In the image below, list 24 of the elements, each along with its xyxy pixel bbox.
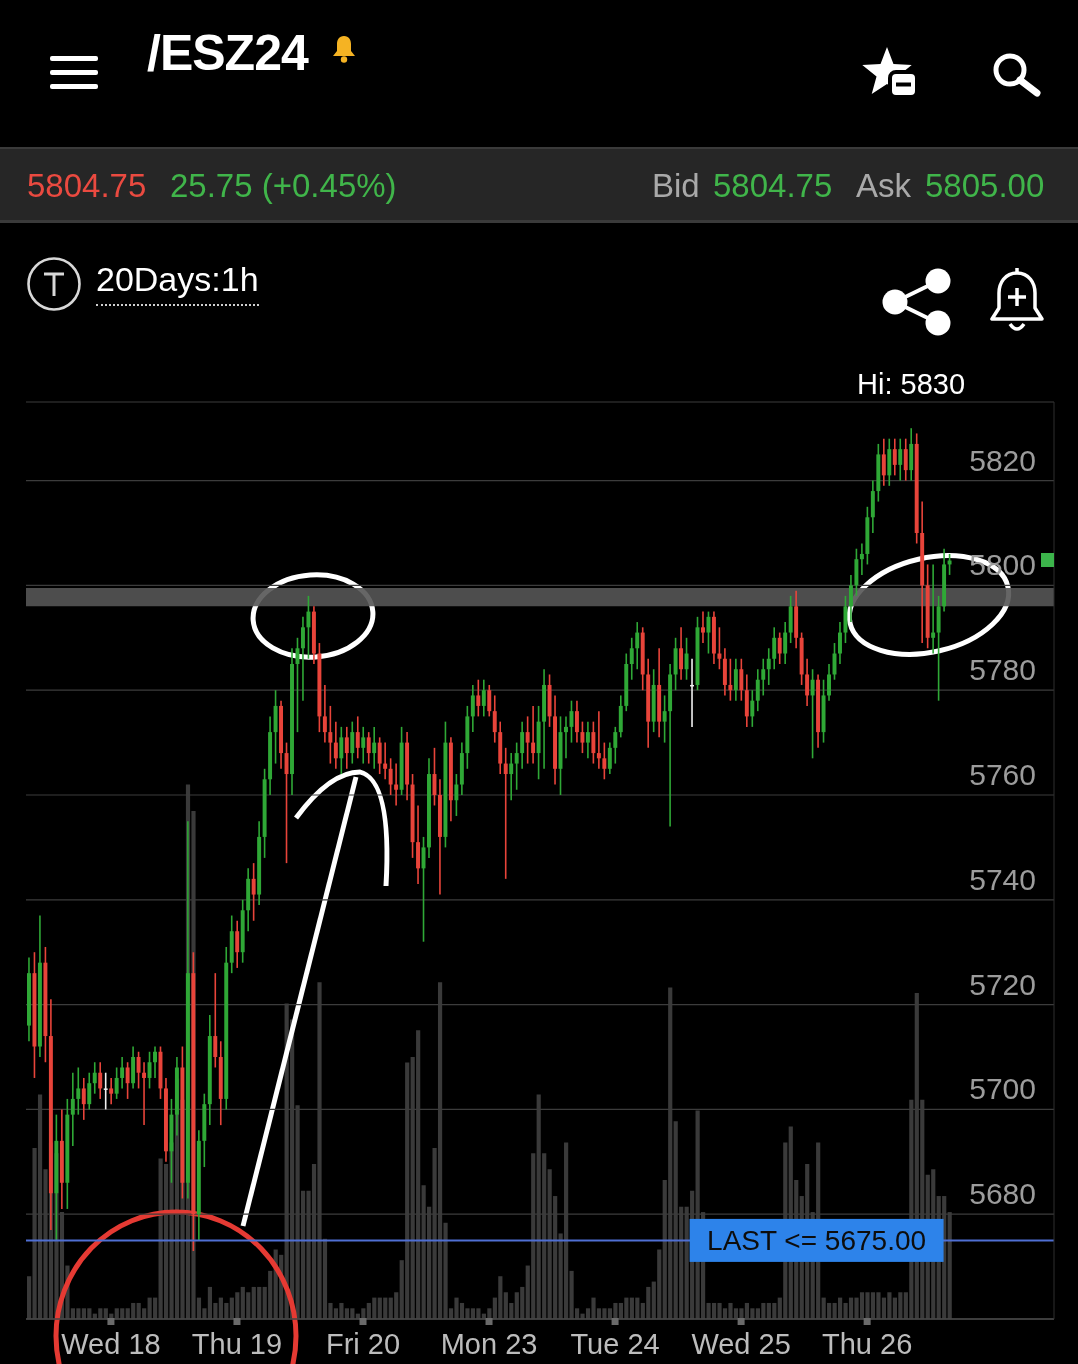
- text: 25.75 (+0.45%): [170, 167, 397, 204]
- text: 5805.00: [925, 167, 1045, 204]
- y-tick-label: 5820: [969, 443, 1036, 477]
- x-tick-label: Wed 25: [691, 1328, 791, 1360]
- text: Hi: 5830: [857, 368, 966, 400]
- text: 20Days:1h: [96, 260, 259, 298]
- x-tick-label: Tue 24: [570, 1328, 660, 1360]
- y-tick-label: 5720: [969, 967, 1036, 1001]
- y-tick-label: 5760: [969, 758, 1036, 791]
- chart-title: /ESZ24: [147, 25, 308, 81]
- text: 5804.75: [27, 167, 147, 204]
- ref-line-label: LAST <= 5675.00: [707, 1225, 927, 1257]
- x-tick-label: Mon 23: [440, 1328, 538, 1360]
- x-tick-label: Thu 26: [821, 1328, 913, 1360]
- y-tick-label: 5680: [969, 1177, 1036, 1211]
- y-tick-label: 5700: [969, 1072, 1036, 1106]
- y-tick-label: 5740: [969, 862, 1036, 896]
- x-tick-label: Fri 20: [325, 1328, 401, 1360]
- text: Bid: [652, 167, 700, 204]
- text: 5804.75: [713, 167, 833, 204]
- x-tick-label: Thu 19: [191, 1328, 283, 1360]
- text: Ask: [856, 167, 912, 204]
- y-tick-label: 5780: [969, 653, 1036, 687]
- x-tick-label: Wed 18: [61, 1328, 161, 1360]
